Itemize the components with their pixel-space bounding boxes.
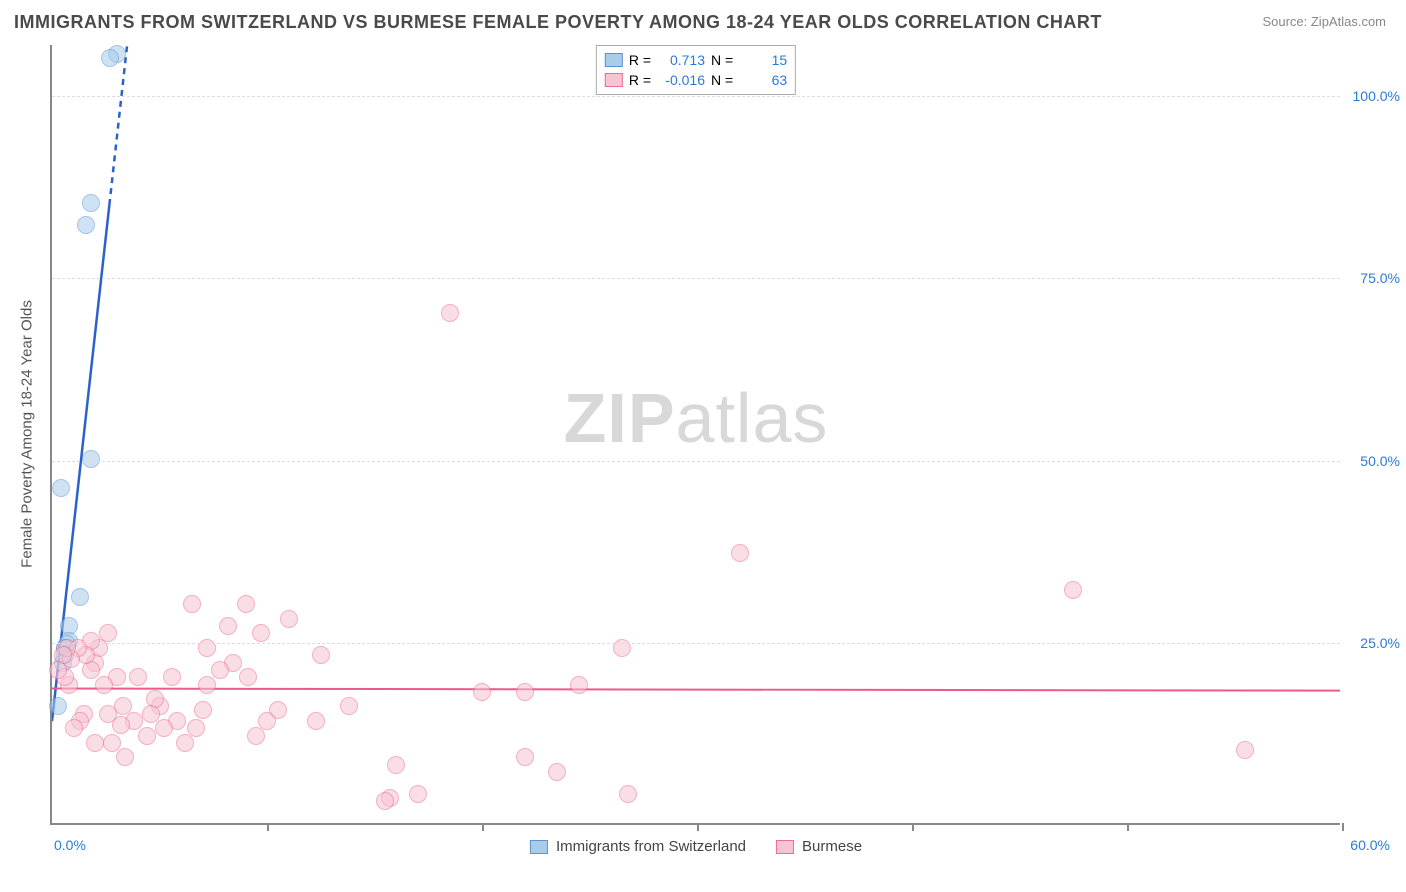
burmese-point [142, 705, 160, 723]
gridline [52, 643, 1340, 644]
burmese-point [103, 734, 121, 752]
burmese-point [239, 668, 257, 686]
plot-area: Female Poverty Among 18-24 Year Olds ZIP… [50, 45, 1340, 825]
burmese-point [219, 617, 237, 635]
x-tick [1127, 823, 1129, 831]
burmese-point [194, 701, 212, 719]
burmese-point [163, 668, 181, 686]
swatch-switzerland [605, 53, 623, 67]
watermark: ZIPatlas [564, 378, 829, 458]
legend-item-switzerland: Immigrants from Switzerland [530, 838, 746, 855]
burmese-point [65, 719, 83, 737]
burmese-point [155, 719, 173, 737]
burmese-point [252, 624, 270, 642]
burmese-point [570, 676, 588, 694]
gridline [52, 96, 1340, 97]
legend-row-burmese: R = -0.016 N = 63 [605, 70, 787, 90]
gridline [52, 278, 1340, 279]
burmese-point [516, 748, 534, 766]
burmese-point [129, 668, 147, 686]
burmese-point [613, 639, 631, 657]
r-value-burmese: -0.016 [657, 72, 705, 88]
n-label: N = [711, 52, 733, 68]
switzerland-point [101, 49, 119, 67]
x-tick [1342, 823, 1344, 831]
x-axis-min-label: 0.0% [54, 837, 86, 853]
n-label: N = [711, 72, 733, 88]
n-value-switzerland: 15 [739, 52, 787, 68]
x-tick [912, 823, 914, 831]
y-tick-label: 100.0% [1353, 88, 1400, 104]
gridline [52, 461, 1340, 462]
burmese-point [1236, 741, 1254, 759]
burmese-point [441, 304, 459, 322]
burmese-point [247, 727, 265, 745]
burmese-point [1064, 581, 1082, 599]
x-tick [267, 823, 269, 831]
burmese-point [340, 697, 358, 715]
burmese-point [138, 727, 156, 745]
legend-label-switzerland: Immigrants from Switzerland [556, 838, 746, 855]
x-tick [697, 823, 699, 831]
x-axis-max-label: 60.0% [1350, 837, 1390, 853]
y-tick-label: 25.0% [1360, 635, 1400, 651]
r-label: R = [629, 72, 651, 88]
burmese-point [49, 661, 67, 679]
burmese-point [198, 676, 216, 694]
n-value-burmese: 63 [739, 72, 787, 88]
switzerland-point [77, 216, 95, 234]
burmese-point [211, 661, 229, 679]
chart-title: IMMIGRANTS FROM SWITZERLAND VS BURMESE F… [14, 12, 1102, 33]
burmese-point [619, 785, 637, 803]
watermark-bold: ZIP [564, 379, 676, 457]
r-value-switzerland: 0.713 [657, 52, 705, 68]
switzerland-point [52, 479, 70, 497]
burmese-point [731, 544, 749, 562]
burmese-point [86, 734, 104, 752]
swatch-switzerland-bottom [530, 840, 548, 854]
r-label: R = [629, 52, 651, 68]
burmese-point [116, 748, 134, 766]
x-tick [482, 823, 484, 831]
burmese-point [376, 792, 394, 810]
legend-row-switzerland: R = 0.713 N = 15 [605, 50, 787, 70]
burmese-point [183, 595, 201, 613]
burmese-point [548, 763, 566, 781]
y-tick-label: 75.0% [1360, 270, 1400, 286]
burmese-point [237, 595, 255, 613]
legend-item-burmese: Burmese [776, 838, 862, 855]
burmese-point [95, 676, 113, 694]
burmese-point [307, 712, 325, 730]
trend-lines-layer [52, 45, 1340, 823]
swatch-burmese [605, 73, 623, 87]
y-axis-title: Female Poverty Among 18-24 Year Olds [19, 300, 36, 568]
source-attribution: Source: ZipAtlas.com [1262, 14, 1386, 29]
burmese-point [99, 705, 117, 723]
swatch-burmese-bottom [776, 840, 794, 854]
switzerland-point [82, 450, 100, 468]
burmese-point [198, 639, 216, 657]
legend-label-burmese: Burmese [802, 838, 862, 855]
switzerland-point [71, 588, 89, 606]
y-tick-label: 50.0% [1360, 453, 1400, 469]
burmese-point [409, 785, 427, 803]
burmese-point [312, 646, 330, 664]
watermark-rest: atlas [676, 379, 829, 457]
switzerland-point [49, 697, 67, 715]
switzerland-point [82, 194, 100, 212]
burmese-point [280, 610, 298, 628]
burmese-point [176, 734, 194, 752]
series-legend: Immigrants from Switzerland Burmese [530, 838, 862, 855]
burmese-point [516, 683, 534, 701]
burmese-point [473, 683, 491, 701]
correlation-legend: R = 0.713 N = 15 R = -0.016 N = 63 [596, 45, 796, 95]
burmese-point [387, 756, 405, 774]
